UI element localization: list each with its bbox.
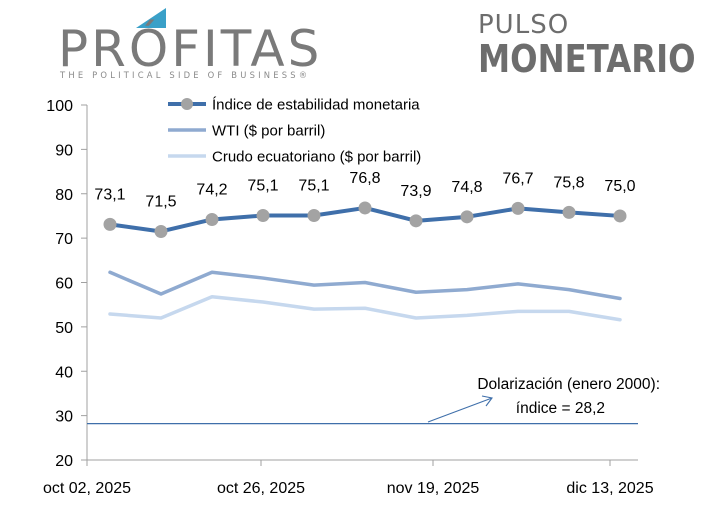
data-label: 76,7: [502, 170, 533, 187]
series-line-2: [108, 294, 622, 322]
index-point: [154, 224, 168, 238]
index-point: [613, 209, 627, 223]
index-point: [256, 208, 270, 222]
legend-label-2: Crudo ecuatoriano ($ por barril): [212, 149, 421, 166]
data-label: 75,8: [553, 174, 584, 191]
index-point: [103, 217, 117, 231]
index-point: [358, 201, 372, 215]
chart-axes: 20 30 40 50 60 70 80 90 100 oct 02, 2025 oct 26, 2…: [43, 98, 654, 497]
logo-triangle-icon: [136, 8, 166, 28]
profitas-logo: PRÓFITAS THE POLITICAL SIDE OF BUSINESS®: [58, 8, 338, 84]
section-title: PULSO MONETARIO: [478, 12, 705, 78]
x-tick-label: oct 26, 2025: [217, 480, 305, 497]
brand-tagline-text: THE POLITICAL SIDE OF BUSINESS: [60, 70, 299, 80]
y-tick-label: 100: [46, 98, 73, 115]
legend-label-0: Índice de estabilidad monetaria: [212, 97, 420, 114]
x-tick-label: nov 19, 2025: [387, 480, 480, 497]
index-point: [307, 208, 321, 222]
data-label: 76,8: [349, 170, 380, 187]
data-label: 75,0: [604, 178, 635, 195]
y-tick-label: 50: [55, 320, 73, 337]
chart-series: 73,1 71,5 74,2 75,1 75,1 76,8 73,9 74,8 76,7 75,8…: [87, 170, 638, 425]
y-tick-label: 20: [55, 453, 73, 470]
x-tick-label: oct 02, 2025: [43, 480, 131, 497]
y-tick-label: 40: [55, 364, 73, 381]
chart-legend: Índice de estabilidad monetaria WTI ($ po…: [168, 97, 421, 166]
index-point: [511, 201, 525, 215]
y-tick-label: 60: [55, 276, 73, 293]
index-point: [562, 205, 576, 219]
y-tick-label: 80: [55, 187, 73, 204]
data-label: 75,1: [298, 177, 329, 194]
annotation-arrow-head: [481, 395, 493, 407]
chart-annotation: Dolarización (enero 2000): índice = 28,2: [427, 376, 660, 423]
data-label: 74,2: [196, 181, 227, 198]
brand-tagline: THE POLITICAL SIDE OF BUSINESS®: [60, 70, 310, 80]
index-point: [205, 212, 219, 226]
index-point: [409, 214, 423, 228]
series-line-1: [108, 270, 622, 301]
y-tick-label: 90: [55, 142, 73, 159]
legend-label-1: WTI ($ por barril): [212, 123, 325, 140]
y-tick-label: 70: [55, 231, 73, 248]
section-title-line2: MONETARIO: [478, 37, 696, 81]
annotation-line2: índice = 28,2: [516, 400, 605, 417]
data-label: 71,5: [145, 193, 176, 210]
y-tick-label: 30: [55, 409, 73, 426]
data-label: 75,1: [247, 177, 278, 194]
legend-marker: [181, 98, 193, 110]
annotation-arrow-shaft: [427, 397, 493, 423]
brand-name: PRÓFITAS: [58, 20, 323, 78]
x-tick-label: dic 13, 2025: [566, 480, 653, 497]
data-label: 74,8: [451, 179, 482, 196]
data-label: 73,9: [400, 183, 431, 200]
logo-triangle-shape: [136, 8, 166, 28]
index-point: [460, 210, 474, 224]
annotation-line1: Dolarización (enero 2000):: [477, 376, 660, 393]
data-label: 73,1: [94, 186, 125, 203]
trademark-symbol: ®: [298, 70, 311, 80]
section-title-line1: PULSO: [478, 10, 570, 40]
